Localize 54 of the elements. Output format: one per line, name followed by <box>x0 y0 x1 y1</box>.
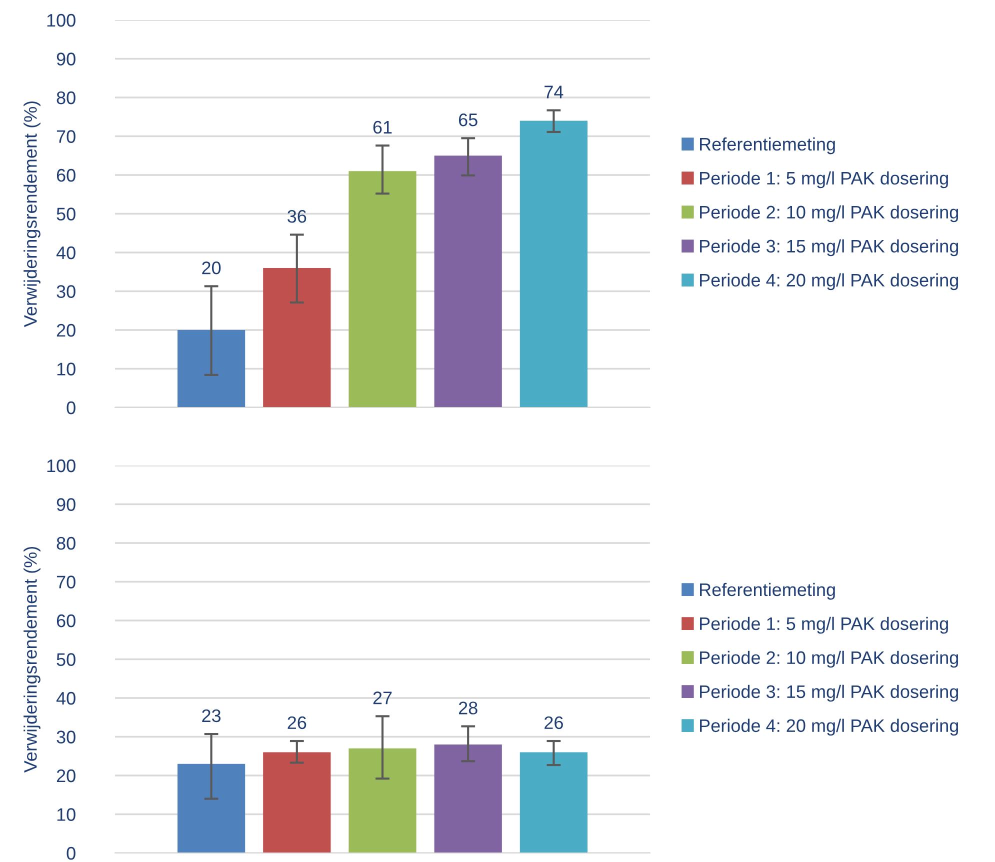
legend-label: Referentiemeting <box>700 582 835 600</box>
y-tick-label: 60 <box>56 168 76 182</box>
legend-label: Periode 4: 20 mg/l PAK dosering <box>700 718 958 736</box>
bar <box>434 744 502 853</box>
data-label: 26 <box>288 716 306 730</box>
y-tick-label: 20 <box>56 769 76 782</box>
data-label: 36 <box>288 210 306 223</box>
legend-label: Periode 3: 15 mg/l PAK dosering <box>700 239 958 256</box>
bar <box>263 268 331 408</box>
y-tick-label: 30 <box>56 285 76 298</box>
bar <box>348 171 416 408</box>
legend-label: Periode 2: 10 mg/l PAK dosering <box>700 205 958 222</box>
bar <box>177 764 246 853</box>
data-label: 27 <box>373 692 392 704</box>
y-tick-label: 30 <box>56 730 76 744</box>
y-tick-label: 0 <box>66 846 76 860</box>
y-tick-label: 80 <box>56 91 76 104</box>
y-tick-label: 10 <box>57 808 76 821</box>
y-tick-label: 70 <box>56 576 76 588</box>
bar <box>348 748 416 853</box>
y-tick-label: 40 <box>56 246 76 260</box>
data-label: 20 <box>202 262 221 274</box>
data-label: 26 <box>544 716 563 730</box>
y-tick-label: 60 <box>56 614 76 628</box>
bar <box>263 752 331 853</box>
bar <box>520 752 588 853</box>
bar <box>434 156 502 408</box>
y-tick-label: 90 <box>56 498 76 511</box>
y-tick-label: 100 <box>47 459 76 472</box>
y-tick-label: 100 <box>47 14 76 27</box>
legend-label: Periode 4: 20 mg/l PAK dosering <box>700 273 958 290</box>
y-tick-label: 80 <box>56 536 76 550</box>
y-tick-label: 90 <box>56 52 76 66</box>
data-label: 28 <box>458 702 478 714</box>
y-tick-label: 0 <box>66 401 76 414</box>
y-axis-title: Verwijderingsrendement (%) <box>24 546 40 773</box>
y-tick-label: 50 <box>56 208 76 220</box>
y-tick-label: 20 <box>56 324 76 337</box>
bar <box>520 120 588 408</box>
legend-label: Periode 2: 10 mg/l PAK dosering <box>700 650 958 668</box>
legend-label: Periode 1: 5 mg/l PAK dosering <box>700 171 948 188</box>
y-axis-title: Verwijderingsrendement (%) <box>24 101 40 328</box>
data-label: 65 <box>458 114 478 126</box>
legend-label: Periode 1: 5 mg/l PAK dosering <box>700 616 948 634</box>
data-label: 23 <box>202 709 221 722</box>
y-tick-label: 50 <box>56 653 76 666</box>
y-tick-label: 70 <box>56 130 76 143</box>
legend-label: Periode 3: 15 mg/l PAK dosering <box>700 684 958 702</box>
y-tick-label: 10 <box>57 362 76 376</box>
y-tick-label: 40 <box>56 692 76 705</box>
bar <box>177 330 246 408</box>
data-label: 74 <box>544 86 564 98</box>
legend-label: Referentiemeting <box>700 137 835 154</box>
data-label: 61 <box>373 120 392 134</box>
